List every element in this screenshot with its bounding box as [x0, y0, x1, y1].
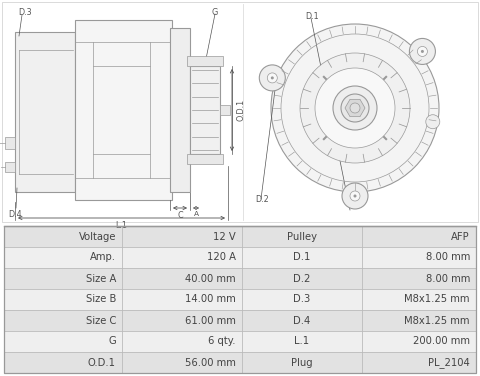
Bar [4, 226, 476, 373]
Text: 61.00 mm: 61.00 mm [185, 315, 236, 326]
Circle shape [418, 46, 427, 56]
Text: 8.00 mm: 8.00 mm [426, 253, 470, 262]
Text: O.D.1: O.D.1 [236, 99, 245, 121]
Text: Plug: Plug [291, 358, 313, 367]
Text: Size C: Size C [85, 315, 116, 326]
Bar [4, 289, 476, 310]
Text: 14.00 mm: 14.00 mm [185, 294, 236, 305]
Text: 12 V: 12 V [213, 232, 236, 241]
Circle shape [333, 86, 377, 130]
Bar [187, 56, 223, 66]
Text: C: C [177, 211, 183, 220]
Text: L.1: L.1 [294, 337, 310, 347]
Text: G: G [108, 337, 116, 347]
Circle shape [267, 73, 277, 83]
Text: M8x1.25 mm: M8x1.25 mm [405, 315, 470, 326]
Circle shape [315, 68, 395, 148]
Text: D.1: D.1 [293, 253, 311, 262]
Bar [4, 331, 476, 352]
Polygon shape [345, 99, 365, 117]
Bar [4, 352, 476, 373]
Circle shape [259, 65, 285, 91]
Circle shape [342, 183, 368, 209]
Bar [15, 32, 75, 192]
Text: 8.00 mm: 8.00 mm [426, 273, 470, 284]
Text: D.2: D.2 [255, 195, 269, 204]
Text: Amp.: Amp. [90, 253, 116, 262]
Bar [220, 105, 230, 115]
Bar [5, 162, 15, 172]
Circle shape [271, 24, 439, 192]
Bar [2, 2, 478, 222]
Circle shape [421, 50, 424, 53]
Bar [0, 0, 480, 224]
Bar [4, 268, 476, 289]
Text: D.1: D.1 [305, 12, 319, 21]
Bar [4, 226, 476, 247]
Circle shape [350, 191, 360, 201]
Text: 56.00 mm: 56.00 mm [185, 358, 236, 367]
Text: L.1: L.1 [116, 221, 127, 230]
Bar [4, 310, 476, 331]
Text: Pulley: Pulley [287, 232, 317, 241]
Text: AFP: AFP [451, 232, 470, 241]
Bar [5, 137, 15, 149]
Text: G: G [212, 8, 218, 17]
Text: 40.00 mm: 40.00 mm [185, 273, 236, 284]
Text: D.4: D.4 [293, 315, 311, 326]
Text: A: A [193, 211, 199, 217]
Bar [4, 247, 476, 268]
Bar [170, 28, 190, 192]
Circle shape [409, 38, 435, 64]
Bar [190, 66, 220, 154]
Circle shape [353, 194, 357, 197]
Text: D.3: D.3 [18, 8, 32, 17]
Bar [187, 154, 223, 164]
Text: Voltage: Voltage [79, 232, 116, 241]
Circle shape [300, 53, 410, 163]
Text: 120 A: 120 A [207, 253, 236, 262]
Text: PL_2104: PL_2104 [428, 357, 470, 368]
Text: Size B: Size B [85, 294, 116, 305]
Text: Size A: Size A [85, 273, 116, 284]
Circle shape [271, 76, 274, 79]
Text: M8x1.25 mm: M8x1.25 mm [405, 294, 470, 305]
Text: 200.00 mm: 200.00 mm [413, 337, 470, 347]
Text: 6 qty.: 6 qty. [208, 337, 236, 347]
Text: O.D.1: O.D.1 [88, 358, 116, 367]
Text: D.4: D.4 [8, 210, 22, 219]
Text: D.2: D.2 [293, 273, 311, 284]
Bar [75, 20, 172, 200]
Text: D.3: D.3 [293, 294, 311, 305]
Circle shape [350, 103, 360, 113]
Circle shape [426, 115, 440, 129]
Circle shape [341, 94, 369, 122]
